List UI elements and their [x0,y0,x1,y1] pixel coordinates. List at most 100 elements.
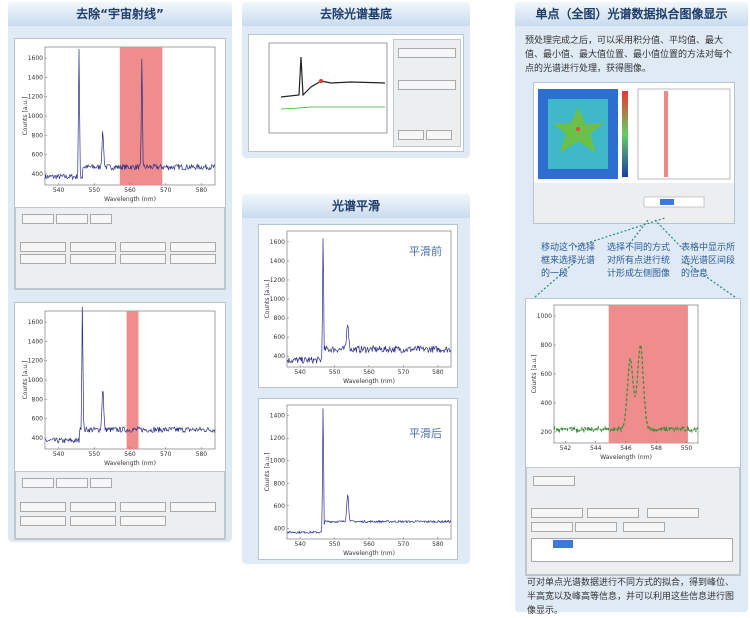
x-tick-label: 560 [363,541,375,548]
callout: 表格中显示所选光谱区间段的信息 [681,243,736,279]
y-tick-label: 1400 [270,258,285,265]
ui-controls [15,471,225,539]
spectrum [286,408,452,535]
x-tick-label: 570 [160,187,172,194]
plot: 540 550 560 570 580 400 600 800 1000 1200 1400 1600… [264,230,452,385]
y-tick-label: 600 [274,503,286,510]
y-axis-label: Counts [a.u.] [264,453,271,492]
y-tick-label: 600 [274,334,286,341]
y-tick-label: 1000 [28,377,43,384]
footer-text: 可对单点光谱数据进行不同方式的拟合，得到峰位、半高宽以及峰高等信息，并可以利用这… [527,578,735,616]
panel-title: 去除光谱基底 [242,2,470,26]
screenshot: 540 550 560 570 580 400 600 800 1000 1200 1400 1600… [258,224,458,388]
cosmic-panel: 去除“宇宙射线” 540 550 560 570 580 400 600 800 1000 120… [8,2,232,542]
intro-text: 预处理完成之后，可以采用积分值、平均值、最大值、最小值、最大值位置、最小值位置的… [525,36,733,74]
mapping-ui [534,88,734,223]
x-tick-label: 548 [651,445,663,452]
panel-title: 单点（全图）光谱数据拟合图像显示 [515,2,748,26]
plot: 540 550 560 570 580 400 600 800 1000 1200 1400 Wave… [264,404,452,557]
x-tick-label: 540 [53,451,65,458]
plot-frame [286,404,452,540]
y-axis-label: Counts [a.u.] [22,97,29,136]
mapping-panel: 单点（全图）光谱数据拟合图像显示 预处理完成之后，可以采用积分值、平均值、最大值… [515,2,748,616]
selection-band [126,311,139,449]
x-tick-label: 580 [196,187,208,194]
x-tick-label: 540 [294,369,306,376]
ui-controls [526,467,740,575]
y-tick-label: 1200 [28,358,43,365]
spectrum [44,307,216,444]
x-axis-label: Wavelength (nm) [343,550,395,557]
x-tick-label: 550 [329,369,341,376]
y-tick-label: 600 [32,416,44,423]
screenshot: 540 550 560 570 580 400 600 800 1000 1200 1400 1600… [14,38,226,290]
x-tick-label: 570 [398,369,410,376]
plot: 540 550 560 570 580 400 600 800 1000 1200 1400 1600… [22,46,216,203]
callout: 选择不同的方式对所有点进行统计形成左侧图像 [607,243,671,279]
y-tick-label: 800 [32,396,44,403]
y-tick-label: 1600 [28,319,43,326]
y-tick-label: 1200 [270,277,285,284]
x-axis-label: Wavelength (nm) [600,454,652,461]
plot: 542 544 546 548 550 200 400 600 800 1000 Wavelengt… [531,304,699,461]
x-tick-label: 540 [53,187,65,194]
screenshot [248,34,464,152]
x-axis-label: Wavelength (nm) [104,460,156,467]
x-tick-label: 544 [590,445,602,452]
screenshot: 540 550 560 570 580 400 600 800 1000 1200 1400 Wave… [258,398,458,560]
x-tick-label: 550 [89,451,101,458]
y-tick-label: 800 [274,480,286,487]
y-tick-label: 800 [274,315,286,322]
callout: 移动这个选择框来选择光谱的一段 [541,243,596,279]
plot-frame [286,230,452,368]
screenshot: 542 544 546 548 550 200 400 600 800 1000 Wavelengt… [525,298,741,576]
y-tick-label: 1000 [28,113,43,120]
x-axis-label: Wavelength (nm) [343,378,395,385]
y-axis-label: Counts [a.u.] [22,361,29,400]
x-tick-label: 540 [294,541,306,548]
x-axis-label: Wavelength (nm) [104,196,156,203]
y-tick-label: 400 [32,171,44,178]
x-tick-label: 560 [124,451,136,458]
plot: 540 550 560 570 580 400 600 800 1000 1200 1400 1600… [22,307,216,467]
callout-lines [534,217,736,298]
x-tick-label: 570 [160,451,172,458]
y-tick-label: 400 [274,525,286,532]
y-tick-label: 200 [541,429,553,436]
x-tick-label: 550 [89,187,101,194]
y-tick-label: 1400 [28,74,43,81]
x-tick-label: 542 [560,445,572,452]
y-tick-label: 1400 [270,413,285,420]
y-tick-label: 1200 [270,435,285,442]
selection-band [608,305,688,443]
y-tick-label: 600 [541,371,553,378]
x-tick-label: 546 [620,445,632,452]
x-tick-label: 550 [329,541,341,548]
y-tick-label: 1400 [28,338,43,345]
spectrum [286,238,452,364]
y-axis-label: Counts [a.u.] [264,280,271,319]
smooth-panel: 光谱平滑 540 550 560 570 580 400 600 800 1000 1200 140… [242,194,470,564]
y-tick-label: 1200 [28,94,43,101]
annotation: 平滑前 [409,245,442,258]
x-tick-label: 580 [432,541,444,548]
y-tick-label: 400 [541,400,553,407]
x-tick-label: 560 [363,369,375,376]
y-tick-label: 1600 [28,55,43,62]
y-tick-label: 800 [32,132,44,139]
x-tick-label: 580 [432,369,444,376]
baseline-panel: 去除光谱基底 [242,2,470,158]
x-tick-label: 580 [196,451,208,458]
screenshot [533,82,735,224]
spectrum [44,48,216,181]
ui-controls [393,39,461,147]
spectrum [553,343,699,434]
x-tick-label: 560 [124,187,136,194]
y-tick-label: 1000 [270,458,285,465]
baseline-plot [268,42,388,134]
ui-controls [15,207,225,289]
screenshot: 540 550 560 570 580 400 600 800 1000 1200 1400 1600… [14,302,226,540]
panel-title: 光谱平滑 [242,194,470,218]
y-tick-label: 1600 [270,239,285,246]
